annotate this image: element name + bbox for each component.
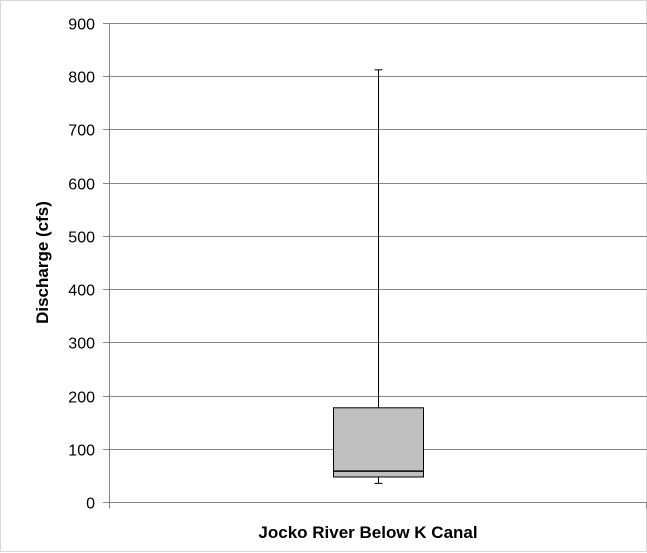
y-tick-label-200: 200 [68,390,95,407]
y-tick-label-600: 600 [68,177,95,194]
y-axis-title: Discharge (cfs) [33,201,52,324]
y-tick-label-500: 500 [68,230,95,247]
y-tick-label-0: 0 [86,496,95,513]
y-tick-label-800: 800 [68,70,95,87]
y-tick-label-100: 100 [68,443,95,460]
interquartile-box [333,407,424,478]
y-tick-label-900: 900 [68,17,95,34]
x-axis-title: Jocko River Below K Canal [258,523,477,542]
box-plot [333,69,424,484]
y-tick-label-700: 700 [68,123,95,140]
axes [109,23,647,508]
y-tick-label-300: 300 [68,336,95,353]
y-tick-labels: 0 100 200 300 400 500 600 700 800 900 [68,17,95,513]
y-tick-label-400: 400 [68,283,95,300]
